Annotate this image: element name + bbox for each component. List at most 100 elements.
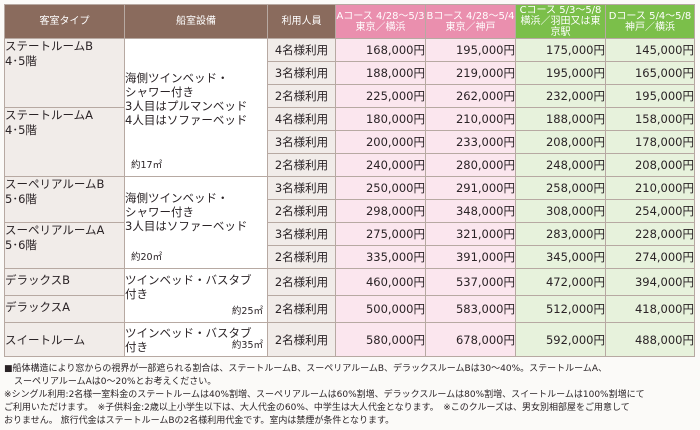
- room-deck: 5･6階: [5, 192, 37, 206]
- price-d: 145,000円: [605, 38, 695, 62]
- header-row: 客室タイプ 船室設備 利用人員 Aコース 4/28〜5/3 東京／横浜 Bコース …: [4, 4, 695, 39]
- facility-area: 約25㎡: [231, 306, 263, 317]
- price-b: 233,000円: [425, 130, 516, 154]
- price-d: 195,000円: [605, 84, 695, 108]
- price-a: 580,000円: [335, 322, 426, 357]
- table-row: デラックスB ツインベッド・バスタブ 付き 約25㎡ 2名様利用 460,000…: [4, 268, 695, 323]
- room-stateroom-b: ステートルームB 4･5階: [4, 38, 125, 108]
- occupancy-cell: 4名様利用: [267, 107, 336, 131]
- table-row: 3名様利用 188,000円 219,000円 195,000円 165,000…: [5, 61, 695, 85]
- footnote-line: ※シングル利用:2名様一室料金のステートルームは40%割増、スーペリアルームは6…: [4, 390, 645, 400]
- price-d: 158,000円: [605, 107, 695, 131]
- facility-text: 付き: [125, 287, 148, 301]
- price-d: 488,000円: [605, 322, 695, 357]
- room-stateroom-a: ステートルームA 4･5階: [4, 107, 125, 177]
- occupancy-cell: 2名様利用: [267, 268, 336, 296]
- facility-area: 約17㎡: [131, 160, 163, 171]
- header-course-b: Bコース 4/28〜5/4 東京／神戸: [425, 4, 516, 39]
- table-row: ステートルームB 4･5階 海側ツインベッド・ シャワー付き 3人目はプルマンベッ…: [4, 38, 695, 177]
- occupancy-cell: 2名様利用: [267, 199, 336, 223]
- price-a: 335,000円: [335, 245, 426, 269]
- facility-text: ツインベッド・バスタブ: [125, 326, 252, 340]
- price-c: 175,000円: [515, 38, 606, 62]
- price-a: 275,000円: [335, 222, 426, 246]
- occupancy-cell: 2名様利用: [267, 245, 336, 269]
- footnote-line: スーペリアルームAは0〜20%とお考えください。: [14, 377, 217, 387]
- price-b: 391,000円: [425, 245, 516, 269]
- facility-text: 4人目はソファーベッド: [125, 113, 248, 127]
- facility-text: 海側ツインベッド・: [125, 71, 229, 85]
- price-b: 219,000円: [425, 61, 516, 85]
- price-d: 208,000円: [605, 153, 695, 177]
- facility-text: シャワー付き: [125, 85, 194, 99]
- price-a: 298,000円: [335, 199, 426, 223]
- room-deck: 5･6階: [5, 238, 37, 252]
- price-c: 258,000円: [515, 176, 606, 200]
- header-course-d-route: 神戸／横浜: [625, 21, 675, 33]
- header-course-c-route: 横浜／羽田又は東京駅: [520, 16, 601, 38]
- price-c: 248,000円: [515, 153, 606, 177]
- header-facility: 船室設備: [124, 4, 268, 39]
- table-row: デラックスA 2名様利用 500,000円 583,000円 512,000円 …: [4, 295, 695, 323]
- occupancy-cell: 2名様利用: [267, 295, 336, 323]
- price-d: 254,000円: [605, 199, 695, 223]
- room-deck: 4･5階: [5, 54, 37, 68]
- footnote-line: ■船体構造により窓からの視界が一部遮られる割合は、ステートルームB、スーペリアル…: [4, 364, 608, 374]
- price-c: 232,000円: [515, 84, 606, 108]
- price-b: 280,000円: [425, 153, 516, 177]
- facility-text: シャワー付き: [125, 205, 194, 219]
- header-course-d: Dコース 5/4〜5/8 神戸／横浜: [605, 4, 695, 39]
- footnotes: ■船体構造により窓からの視界が一部遮られる割合は、ステートルームB、スーペリアル…: [4, 363, 696, 428]
- table-row: 3名様利用 200,000円 233,000円 208,000円 178,000…: [5, 130, 695, 154]
- footnote-line: ご利用いただけます。 ※子供料金:2歳以上小学生以下は、大人代金の60%、中学生…: [4, 403, 630, 413]
- price-c: 592,000円: [515, 322, 606, 357]
- facility-superior: 海側ツインベッド・ シャワー付き 3人目はソファーベッド 約20㎡: [124, 176, 268, 269]
- price-c: 345,000円: [515, 245, 606, 269]
- room-deluxe-a: デラックスA: [4, 295, 125, 323]
- price-b: 210,000円: [425, 107, 516, 131]
- price-c: 188,000円: [515, 107, 606, 131]
- occupancy-cell: 4名様利用: [267, 38, 336, 62]
- facility-text: 海側ツインベッド・: [125, 191, 229, 205]
- occupancy-cell: 3名様利用: [267, 222, 336, 246]
- price-c: 512,000円: [515, 295, 606, 323]
- price-a: 250,000円: [335, 176, 426, 200]
- occupancy-cell: 3名様利用: [267, 130, 336, 154]
- price-d: 228,000円: [605, 222, 695, 246]
- occupancy-cell: 2名様利用: [267, 322, 336, 357]
- room-superior-a: スーペリアルームA 5･6階: [4, 222, 125, 269]
- table-row: ステートルームA 4･5階 4名様利用 180,000円 210,000円 188…: [4, 107, 695, 177]
- price-a: 168,000円: [335, 38, 426, 62]
- table-row: スイートルーム ツインベッド・バスタブ 付き 約35㎡ 2名様利用 580,00…: [4, 322, 695, 357]
- facility-text: ツインベッド・バスタブ: [125, 273, 252, 287]
- table-row: 2名様利用 298,000円 348,000円 308,000円 254,000…: [5, 199, 695, 223]
- price-c: 208,000円: [515, 130, 606, 154]
- room-deluxe-b: デラックスB: [4, 268, 125, 296]
- price-b: 583,000円: [425, 295, 516, 323]
- facility-text: 付き: [125, 340, 148, 354]
- price-a: 188,000円: [335, 61, 426, 85]
- facility-suite: ツインベッド・バスタブ 付き 約35㎡: [124, 322, 268, 357]
- table-row: 2名様利用 335,000円 391,000円 345,000円 274,000…: [5, 245, 695, 269]
- table-row: 2名様利用 240,000円 280,000円 248,000円 208,000…: [5, 153, 695, 177]
- price-d: 210,000円: [605, 176, 695, 200]
- price-b: 262,000円: [425, 84, 516, 108]
- facility-text: 3人目はプルマンベッド: [125, 99, 248, 113]
- price-c: 195,000円: [515, 61, 606, 85]
- occupancy-cell: 3名様利用: [267, 176, 336, 200]
- header-course-a-route: 東京／横浜: [355, 21, 406, 33]
- price-a: 180,000円: [335, 107, 426, 131]
- price-b: 291,000円: [425, 176, 516, 200]
- fare-table: 客室タイプ 船室設備 利用人員 Aコース 4/28〜5/3 東京／横浜 Bコース …: [4, 4, 695, 357]
- price-d: 178,000円: [605, 130, 695, 154]
- room-suite: スイートルーム: [4, 322, 125, 357]
- price-b: 348,000円: [425, 199, 516, 223]
- price-b: 537,000円: [425, 268, 516, 296]
- occupancy-cell: 2名様利用: [267, 84, 336, 108]
- price-d: 418,000円: [605, 295, 695, 323]
- price-c: 472,000円: [515, 268, 606, 296]
- room-superior-b: スーペリアルームB 5･6階: [4, 176, 125, 223]
- header-course-b-dates: Bコース 4/28〜5/4: [426, 10, 515, 22]
- facility-stateroom: 海側ツインベッド・ シャワー付き 3人目はプルマンベッド 4人目はソファーベッド…: [124, 38, 268, 177]
